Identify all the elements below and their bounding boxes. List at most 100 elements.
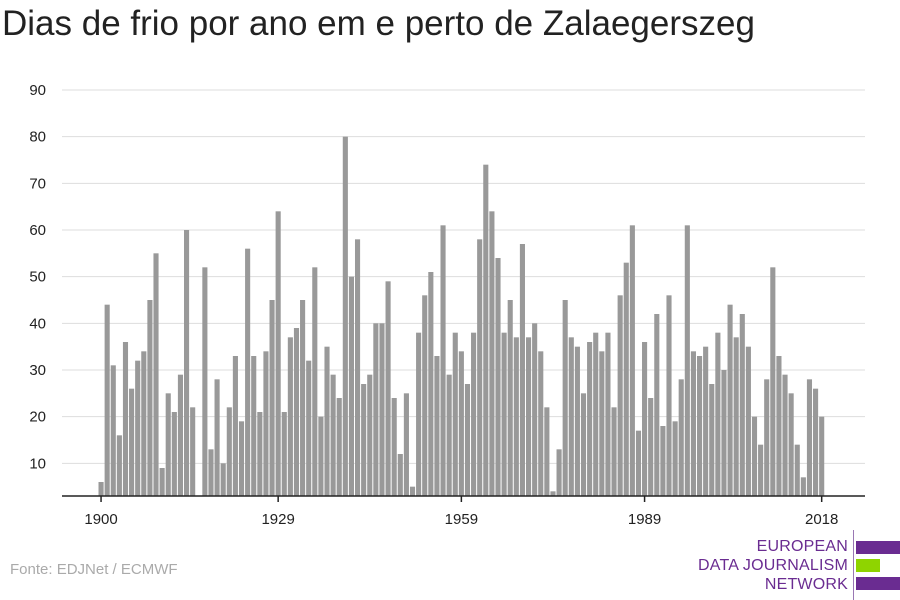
bar-1927	[263, 351, 269, 496]
y-tick-label: 90	[29, 82, 46, 99]
bar-1918	[208, 449, 214, 496]
bar-1944	[367, 374, 373, 496]
y-tick-label: 80	[29, 129, 46, 146]
bar-1926	[257, 412, 263, 496]
bar-1923	[238, 421, 245, 496]
bar-2008	[758, 444, 764, 496]
bar-1922	[232, 356, 238, 496]
bar-1961	[471, 332, 477, 496]
bar-1943	[361, 384, 367, 496]
bar-1978	[574, 346, 580, 496]
bar-1932	[293, 328, 300, 496]
logo-divider	[853, 530, 854, 600]
bar-1960	[464, 384, 471, 496]
bar-1942	[354, 239, 361, 496]
bar-1902	[110, 365, 116, 496]
source-note: Fonte: EDJNet / ECMWF	[10, 561, 178, 578]
bar-2002	[721, 370, 727, 496]
bar-1950	[403, 393, 409, 496]
y-tick-label: 70	[29, 175, 46, 192]
y-tick-label: 30	[29, 362, 46, 379]
bar-1969	[519, 244, 525, 496]
bar-1964	[489, 211, 495, 496]
bar-1945	[373, 323, 379, 496]
bar-2010	[770, 267, 776, 496]
logo-text-network: NETWORK	[764, 576, 848, 593]
bar-1999	[703, 346, 709, 496]
bar-1949	[397, 454, 403, 496]
bar-1907	[141, 351, 147, 496]
x-tick-label: 2018	[805, 511, 838, 528]
bar-2009	[764, 379, 770, 496]
y-tick-label: 40	[29, 315, 46, 332]
bar-1983	[605, 332, 611, 496]
bar-1917	[202, 267, 208, 496]
bar-1975	[556, 449, 562, 496]
y-tick-label: 60	[29, 222, 46, 239]
bar-1991	[654, 314, 660, 496]
bar-1913	[177, 374, 183, 496]
bar-1915	[190, 407, 196, 496]
bar-1920	[220, 463, 226, 496]
bar-1979	[580, 393, 587, 496]
bar-1935	[312, 267, 318, 496]
bar-1908	[147, 300, 153, 496]
axes: 10 20 30 40 50 60 70 80 90 1900 1929 1959 1989 2018	[29, 82, 865, 528]
bar-1936	[318, 416, 324, 496]
y-tick-label: 50	[29, 269, 46, 286]
bar-1985	[617, 295, 623, 496]
bar-1919	[214, 379, 220, 496]
bar-1958	[452, 332, 458, 496]
bar-1987	[629, 225, 635, 496]
bar-1934	[306, 360, 312, 496]
bar-1989	[642, 342, 648, 496]
bar-1901	[104, 304, 110, 496]
bar-1947	[385, 281, 391, 496]
logo-bar-purple-bottom	[856, 577, 900, 590]
bar-1921	[226, 407, 232, 496]
bar-1971	[532, 323, 538, 496]
y-tick-label: 10	[29, 455, 46, 472]
bar-1997	[690, 351, 696, 496]
bar-1957	[446, 374, 452, 496]
bar-1928	[269, 300, 275, 496]
bar-1939	[336, 398, 342, 496]
bar-1993	[666, 295, 672, 496]
logo-bar-purple-top	[856, 541, 900, 554]
bar-2017	[813, 388, 819, 496]
bar-1996	[684, 225, 690, 496]
bar-1970	[525, 337, 532, 496]
bar-1954	[428, 272, 434, 496]
bar-1904	[122, 342, 129, 496]
bar-1941	[348, 276, 354, 496]
bar-2003	[727, 304, 733, 496]
bar-1925	[251, 356, 257, 496]
bar-1998	[696, 356, 703, 496]
bar-1956	[440, 225, 446, 496]
chart-title: Dias de frio por ano em e perto de Zalae…	[2, 4, 755, 43]
bar-1911	[165, 393, 171, 496]
bar-2015	[800, 477, 806, 496]
bar-2013	[788, 393, 794, 496]
bar-2006	[745, 346, 751, 496]
bar-2001	[715, 332, 721, 496]
bar-1929	[275, 211, 281, 496]
logo-text-data-journalism: DATA JOURNALISM	[698, 557, 848, 574]
bar-1986	[623, 262, 629, 496]
bar-1965	[495, 258, 501, 496]
bar-1900	[98, 482, 104, 496]
bar-1962	[477, 239, 483, 496]
edjnet-logo: EUROPEAN DATA JOURNALISM NETWORK	[690, 530, 900, 600]
bar-2014	[794, 444, 800, 496]
bar-1968	[513, 337, 519, 496]
bar-2012	[782, 374, 788, 496]
logo-bar-green	[856, 559, 880, 572]
x-tick-label: 1989	[628, 511, 661, 528]
bar-1990	[648, 398, 654, 496]
bars	[98, 136, 825, 497]
bar-1955	[434, 356, 440, 496]
bar-1930	[281, 412, 287, 496]
bar-2000	[709, 384, 715, 496]
bar-1977	[568, 337, 574, 496]
